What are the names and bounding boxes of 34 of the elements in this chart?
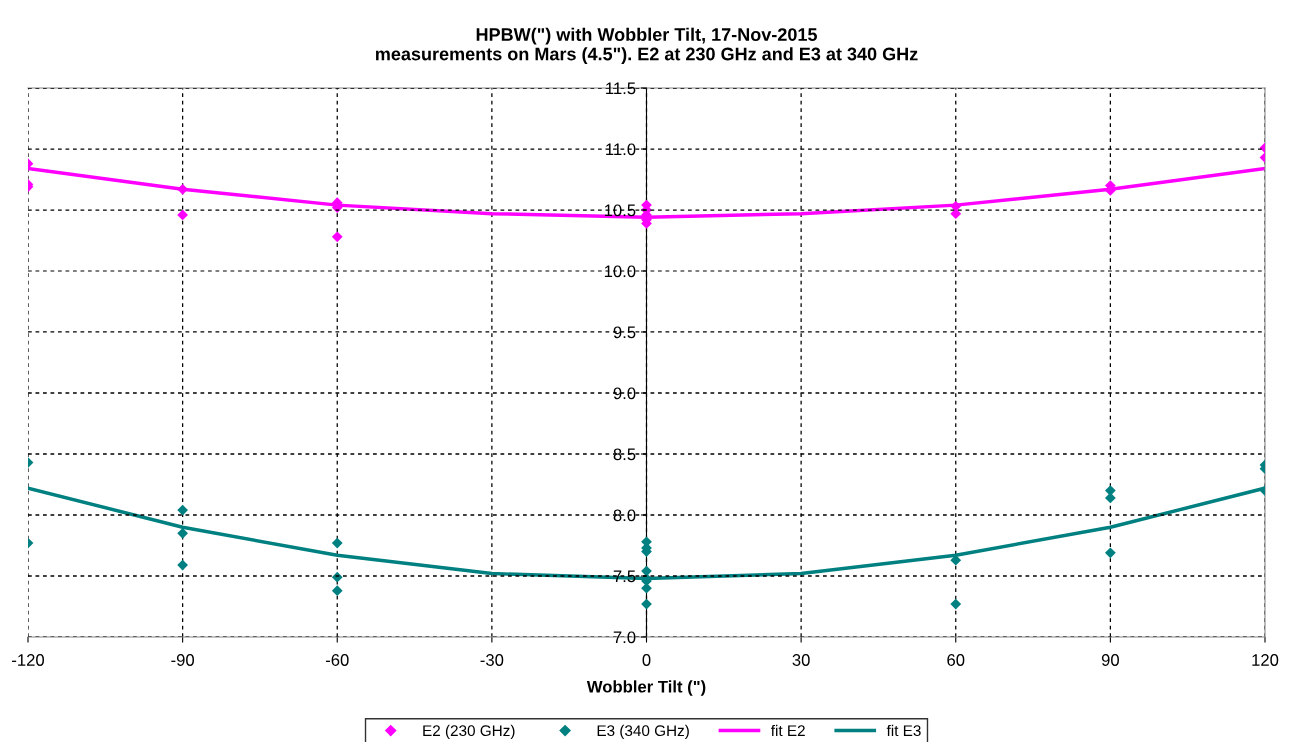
point [950, 598, 962, 610]
x-tick-label: -120 [12, 654, 45, 666]
point [177, 559, 188, 571]
y-tick-label: 11.5 [606, 82, 636, 95]
y-tick-label: 10.5 [604, 204, 636, 217]
x-tick-label: 30 [792, 654, 810, 666]
x-tick-label: -30 [480, 654, 504, 666]
point [177, 183, 188, 195]
y-tick-label: 8.5 [613, 448, 636, 461]
point [331, 231, 343, 243]
y-tick-label: 11.0 [606, 143, 636, 156]
x-tick-label: 90 [1101, 654, 1119, 666]
legend-label: E3 (340 GHz) [597, 724, 689, 740]
y-tick-label: 9.0 [613, 387, 636, 400]
y-tick-label: 10.0 [604, 265, 636, 278]
x-axis-title: Wobbler Tilt (") [586, 680, 706, 696]
point [331, 585, 343, 597]
x-tick-label: -90 [171, 654, 195, 666]
point [1105, 485, 1116, 496]
y-tick-label: 9.5 [613, 326, 636, 339]
x-tick-label: 60 [947, 654, 965, 666]
point [177, 209, 188, 221]
x-tick-label: -60 [325, 654, 349, 666]
x-tick-label: 120 [1252, 654, 1279, 666]
legend-label: E2 (230 GHz) [423, 724, 515, 740]
point [331, 537, 343, 549]
chart-title: HPBW(") with Wobbler Tilt, 17-Nov-2015 measurements on Mars (4.5"). E2 at 230 GHz and E3 at 340 GHz [376, 27, 918, 64]
legend-label: fit E2 [770, 724, 805, 737]
point [177, 504, 188, 516]
x-tick-label: 0 [642, 654, 651, 666]
legend-label: fit E3 [886, 724, 921, 737]
y-tick-label: 7.0 [613, 631, 636, 644]
point [1105, 547, 1116, 559]
y-tick-label: 8.0 [613, 509, 636, 522]
